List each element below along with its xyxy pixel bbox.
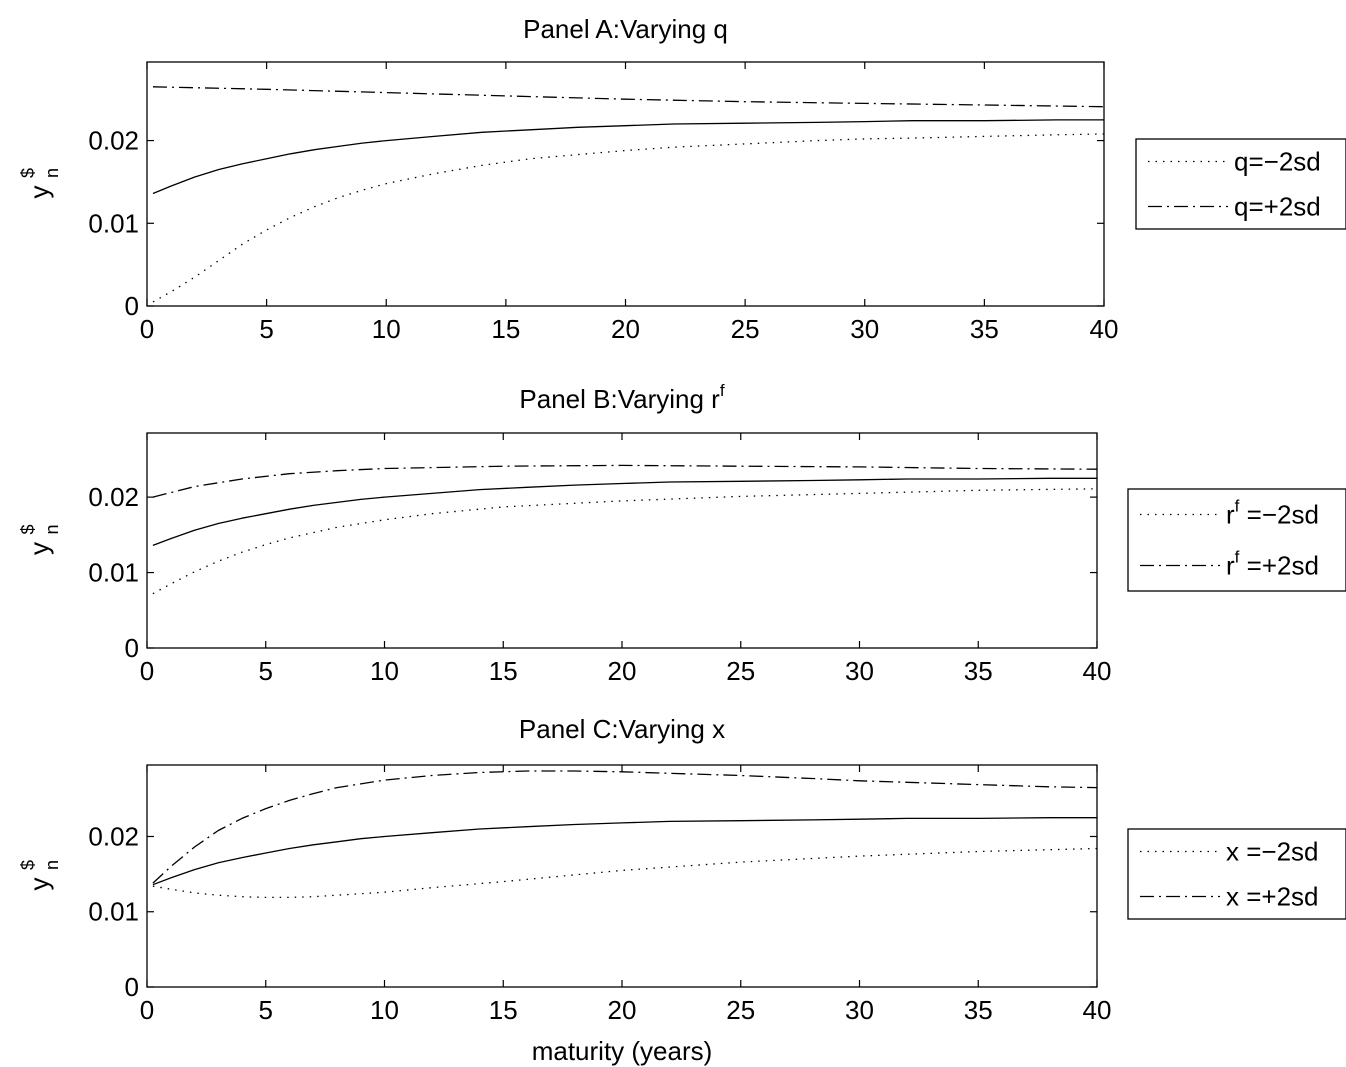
y-axis-label-base: y	[24, 878, 54, 891]
legend-label-rest: =−2sd	[1239, 500, 1319, 530]
legend-box	[1135, 138, 1346, 230]
y-tick-label: 0.02	[88, 821, 139, 851]
x-tick-label: 40	[1090, 314, 1119, 344]
x-tick-label: 35	[970, 314, 999, 344]
y-axis-label-subscript: n	[42, 168, 62, 178]
x-tick-label: 10	[372, 314, 401, 344]
x-tick-label: 5	[259, 314, 273, 344]
y-axis-label-subscript: n	[42, 524, 62, 534]
series-line-dotted	[152, 847, 1098, 899]
y-tick-label: 0.02	[88, 126, 139, 156]
panel-c: Panel C:Varying x 0 5 10 15 20 25 30 35 40 0 0.01 0.…	[18, 714, 1346, 1025]
legend-label: q=−2sd	[1234, 147, 1321, 177]
y-axis-label-superscript: $	[18, 524, 38, 534]
legend-label: rf =−2sd	[1226, 497, 1319, 530]
x-tick-label: 25	[726, 995, 755, 1025]
x-tick-label: 30	[850, 314, 879, 344]
panel-title: Panel C:Varying x	[519, 714, 725, 744]
plot-area	[146, 764, 1098, 988]
x-tick-label: 20	[608, 656, 637, 686]
series-line-solid	[152, 477, 1097, 547]
legend-label: x =−2sd	[1226, 837, 1319, 867]
series-line-dashdot	[152, 464, 1098, 498]
series-line-solid	[152, 817, 1097, 886]
x-tick-label: 25	[731, 314, 760, 344]
legend-box	[1127, 828, 1346, 920]
x-tick-label: 15	[491, 314, 520, 344]
x-tick-label: 40	[1083, 656, 1112, 686]
y-axis-label: y $ n	[18, 860, 62, 891]
series-line-dashdot	[152, 86, 1105, 108]
x-tick-label: 20	[608, 995, 637, 1025]
series-line-dotted	[152, 133, 1105, 303]
y-axis-label-base: y	[24, 186, 54, 199]
legend-label-superscript: f	[1235, 497, 1240, 516]
panel-title: Panel B:Varying rf	[519, 381, 724, 414]
y-axis-label-superscript: $	[18, 860, 38, 870]
y-tick-label: 0.01	[88, 208, 139, 238]
x-tick-label: 5	[259, 656, 273, 686]
panel-a: Panel A:Varying q 0 5 10 15 20 25 30 35 40 0 0.01 0.…	[18, 14, 1346, 344]
x-tick-label: 20	[611, 314, 640, 344]
y-tick-label: 0	[125, 972, 139, 1002]
x-tick-label: 30	[845, 656, 874, 686]
x-tick-label: 40	[1083, 995, 1112, 1025]
panel-b: Panel B:Varying rf 0 5 10 15 20 25 30 35 40 0 0.01 0…	[18, 381, 1346, 686]
x-tick-label: 15	[489, 995, 518, 1025]
y-tick-label: 0.01	[88, 897, 139, 927]
x-tick-label: 35	[964, 656, 993, 686]
x-tick-label: 10	[370, 656, 399, 686]
x-tick-label: 10	[370, 995, 399, 1025]
legend-label-superscript: f	[1235, 548, 1240, 567]
legend-label-rest: =+2sd	[1239, 551, 1319, 581]
x-tick-label: 35	[964, 995, 993, 1025]
y-tick-label: 0	[125, 291, 139, 321]
y-axis-label: y $ n	[18, 168, 62, 199]
x-tick-label: 15	[489, 656, 518, 686]
y-axis-label-base: y	[24, 542, 54, 555]
legend-box	[1127, 488, 1346, 592]
x-tick-label: 5	[259, 995, 273, 1025]
x-tick-label: 0	[140, 314, 154, 344]
series-line-dotted	[152, 488, 1098, 595]
series-line-solid	[152, 119, 1104, 195]
y-axis-label: y $ n	[18, 524, 62, 555]
x-tick-label: 25	[726, 656, 755, 686]
legend: x =−2sd x =+2sd	[1127, 828, 1346, 920]
x-axis-label: maturity (years)	[532, 1036, 713, 1066]
x-tick-label: 0	[140, 995, 154, 1025]
x-tick-label: 30	[845, 995, 874, 1025]
legend-label: q=+2sd	[1234, 192, 1321, 222]
y-axis-label-subscript: n	[42, 860, 62, 870]
y-tick-label: 0	[125, 633, 139, 663]
y-axis-label-superscript: $	[18, 168, 38, 178]
legend-label: rf =+2sd	[1226, 548, 1319, 581]
panel-title-superscript: f	[720, 381, 725, 400]
x-tick-label: 0	[140, 656, 154, 686]
y-tick-label: 0.02	[88, 482, 139, 512]
legend-label: x =+2sd	[1226, 882, 1319, 912]
legend: rf =−2sd rf =+2sd	[1127, 488, 1346, 592]
series-line-dashdot	[152, 770, 1098, 884]
panel-title: Panel A:Varying q	[523, 14, 728, 44]
y-tick-label: 0.01	[88, 558, 139, 588]
legend: q=−2sd q=+2sd	[1135, 138, 1346, 230]
